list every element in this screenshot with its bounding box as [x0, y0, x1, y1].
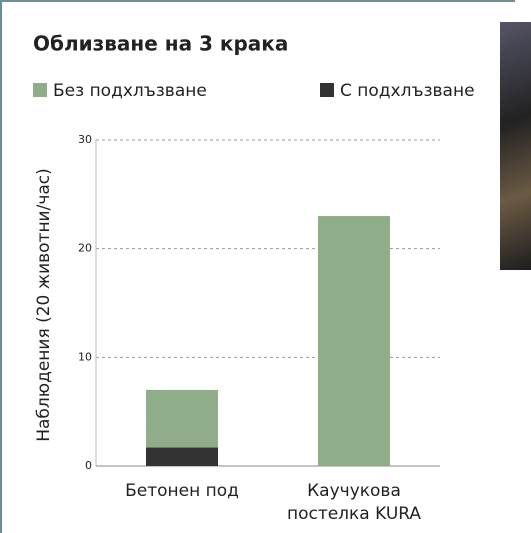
y-tick-label: 10 [78, 350, 92, 363]
photo [500, 22, 531, 270]
legend-label: Без подхлъзване [53, 81, 207, 101]
bar-segment [318, 216, 390, 466]
bar-segment [146, 389, 218, 448]
bar-segment [146, 447, 218, 466]
chart-title: Облизване на 3 крака [33, 32, 288, 56]
legend-swatch [33, 83, 47, 97]
card [0, 0, 515, 533]
x-tick-label: Каучукова постелка KURA [286, 481, 422, 524]
x-tick-label: Бетонен под [125, 481, 239, 501]
y-axis-label: Наблюдения (20 животни/час) [34, 168, 54, 442]
legend-label: С подхлъзване [340, 81, 475, 101]
y-tick-label: 20 [78, 242, 92, 255]
y-tick-label: 30 [78, 133, 92, 146]
y-tick-label: 0 [85, 459, 92, 472]
legend-swatch [320, 83, 334, 97]
